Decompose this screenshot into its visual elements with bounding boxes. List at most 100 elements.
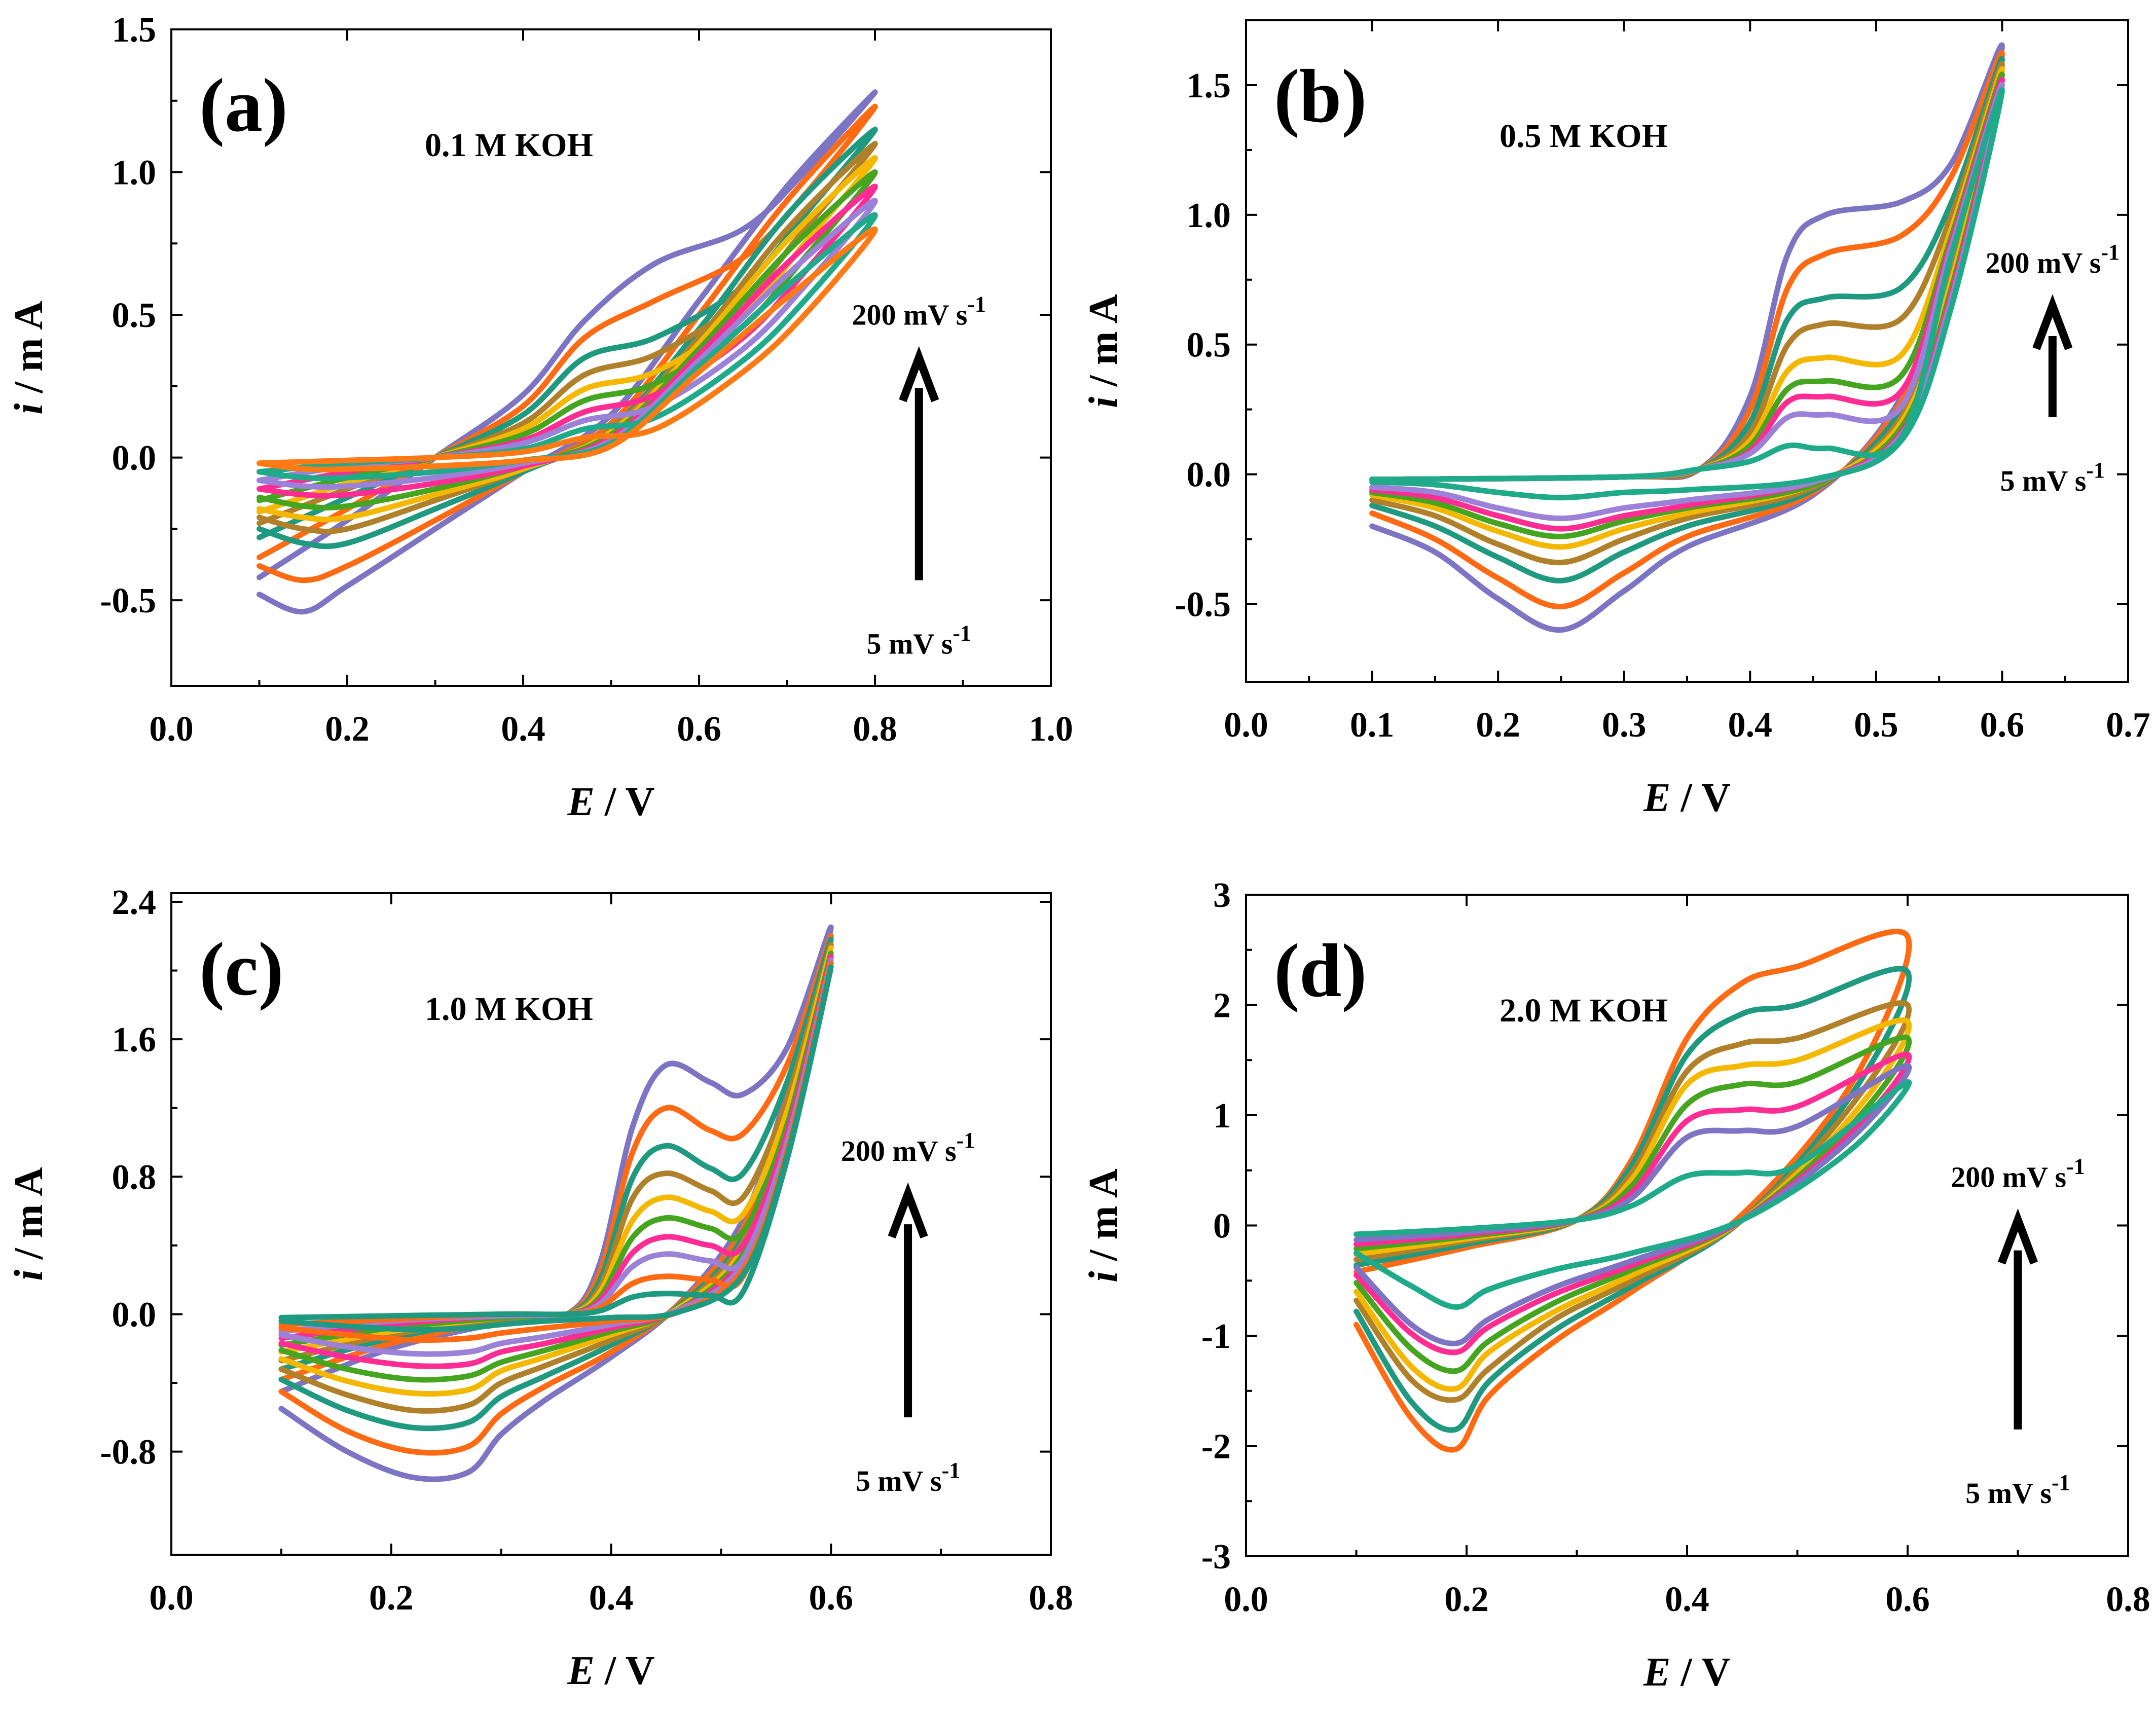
- arrow-head-icon: [1998, 1208, 2038, 1265]
- scan-rate-low-unit-exp: -1: [942, 1458, 961, 1483]
- x-tick-label: 0.0: [1224, 706, 1268, 745]
- y-tick-label: 0.8: [112, 1158, 157, 1197]
- cv-curve-10: [257, 226, 878, 472]
- x-tick-label: 0.0: [149, 710, 194, 749]
- y-tick-label: 1.0: [1187, 196, 1231, 235]
- ticks-group: [170, 893, 1052, 1555]
- y-axis-title-unit: / m A: [7, 301, 51, 403]
- y-tick-label: 0.0: [112, 1295, 157, 1334]
- y-tick-label: -0.8: [100, 1433, 156, 1472]
- scan-rate-high-label: 200 mV s-1: [1986, 240, 2120, 279]
- y-axis-title-symbol: i: [1081, 1271, 1126, 1283]
- panel-label: (d): [1274, 929, 1367, 1013]
- y-axis-title: i / m A: [1081, 1168, 1126, 1283]
- x-tick-label: 1.0: [1029, 710, 1073, 749]
- x-tick-label: 0.8: [853, 710, 897, 749]
- y-tick-label: 1.5: [112, 11, 157, 50]
- scan-rate-high-unit-exp: -1: [957, 1128, 975, 1153]
- scan-rate-high-label: 200 mV s-1: [852, 292, 986, 332]
- y-axis-title-unit: / m A: [1081, 1168, 1126, 1271]
- cv-curve-9: [1369, 87, 2005, 501]
- y-tick-label: 0.5: [1187, 326, 1231, 365]
- scan-rate-high-label: 200 mV s-1: [1951, 1154, 2085, 1194]
- y-axis-title-symbol: i: [1081, 397, 1126, 408]
- cv-curve-5: [257, 155, 878, 523]
- panel-c: 0.0 0.2 0.4 0.6 0.8 -0.8 0.0 0.8 1.6 2.4 E / V i / …: [7, 883, 1073, 1693]
- x-tick-label: 0.4: [1665, 1580, 1709, 1619]
- x-tick-label: 0.6: [809, 1579, 854, 1618]
- x-tick-label: 0.5: [1854, 706, 1898, 745]
- x-axis-title-unit: / V: [595, 780, 655, 824]
- scan-rate-high-label: 200 mV s-1: [841, 1128, 975, 1167]
- ticks-group: [1245, 894, 2129, 1557]
- scan-rate-high-text: 200 mV s: [1986, 246, 2101, 279]
- y-tick-label: 2.4: [112, 883, 157, 922]
- scan-rate-high-text: 200 mV s: [852, 299, 968, 332]
- x-tick-label: 0.0: [149, 1579, 194, 1618]
- y-tick-label: 1.5: [1187, 66, 1231, 105]
- y-tick-label: -0.5: [100, 581, 156, 620]
- x-axis-title-symbol: E: [567, 1649, 595, 1693]
- x-axis-title: E / V: [567, 1649, 655, 1693]
- electrolyte-label: 0.5 M KOH: [1500, 118, 1668, 155]
- series-group: [278, 924, 834, 1482]
- y-tick-label: -1: [1201, 1317, 1231, 1356]
- scan-rate-low-text: 5 mV s: [867, 628, 953, 661]
- x-tick-label: 0.0: [1224, 1580, 1268, 1619]
- cv-curve-2: [257, 103, 878, 583]
- scan-rate-high-unit-exp: -1: [2101, 240, 2120, 265]
- series-group: [1354, 929, 1912, 1453]
- scan-rate-low-label: 5 mV s-1: [867, 621, 971, 661]
- y-tick-label: 0.5: [112, 296, 157, 335]
- y-tick-label: 0.0: [1187, 456, 1231, 495]
- y-tick-label: 2: [1213, 986, 1231, 1026]
- x-axis-title-symbol: E: [1643, 776, 1670, 820]
- y-tick-label: 1.0: [112, 154, 157, 193]
- cv-curve-3: [257, 126, 878, 550]
- y-axis-title-symbol: i: [7, 404, 51, 415]
- x-tick-label: 0.7: [2106, 706, 2150, 745]
- cv-curve-4: [257, 140, 878, 534]
- x-tick-label: 0.2: [1476, 706, 1520, 745]
- x-axis-title: E / V: [1643, 1650, 1731, 1695]
- y-axis-title: i / m A: [7, 1167, 51, 1281]
- y-axis-title: i / m A: [7, 301, 51, 415]
- arrow-head-icon: [899, 346, 939, 402]
- y-tick-label: 0.0: [112, 439, 157, 478]
- x-tick-label: 0.4: [1728, 706, 1773, 745]
- electrolyte-label: 2.0 M KOH: [1500, 992, 1668, 1029]
- scan-rate-low-unit-exp: -1: [953, 621, 971, 646]
- series-group: [1369, 42, 2005, 633]
- scan-rate-high-unit-exp: -1: [967, 292, 986, 317]
- electrolyte-label: 1.0 M KOH: [425, 991, 593, 1028]
- series-group: [257, 89, 878, 615]
- x-axis-title-unit: / V: [595, 1649, 655, 1693]
- panel-label: (c): [199, 927, 283, 1011]
- scan-rate-low-label: 5 mV s-1: [2000, 458, 2105, 497]
- scan-rate-low-unit-exp: -1: [2052, 1470, 2070, 1495]
- x-tick-label: 0.2: [325, 710, 370, 749]
- cv-curve-6: [257, 169, 878, 511]
- x-tick-label: 0.4: [501, 710, 545, 749]
- ticks-group: [170, 28, 1052, 686]
- x-axis-title: E / V: [567, 780, 655, 824]
- scan-rate-low-text: 5 mV s: [2000, 464, 2087, 497]
- scan-rate-high-text: 200 mV s: [841, 1134, 957, 1167]
- y-tick-label: -3: [1201, 1537, 1231, 1577]
- y-axis-title-unit: / m A: [1081, 294, 1126, 396]
- cv-curve-1: [257, 89, 878, 615]
- x-axis-title: E / V: [1643, 776, 1731, 820]
- cv-curve-8: [1354, 1079, 1912, 1310]
- y-axis-title: i / m A: [1081, 294, 1126, 408]
- scan-rate-low-label: 5 mV s-1: [1965, 1470, 2070, 1510]
- panel-d: 0.0 0.2 0.4 0.6 0.8 -3 -2 -1 0 1 2 3 E / V i / m A (d)…: [1081, 876, 2150, 1695]
- y-axis-title-symbol: i: [7, 1270, 51, 1281]
- x-tick-label: 0.2: [369, 1579, 414, 1618]
- electrolyte-label: 0.1 M KOH: [425, 127, 593, 164]
- x-axis-title-symbol: E: [1643, 1650, 1670, 1695]
- scan-rate-high-unit-exp: -1: [2066, 1154, 2085, 1179]
- ticks-group: [1245, 20, 2129, 682]
- scan-rate-low-text: 5 mV s: [856, 1464, 942, 1497]
